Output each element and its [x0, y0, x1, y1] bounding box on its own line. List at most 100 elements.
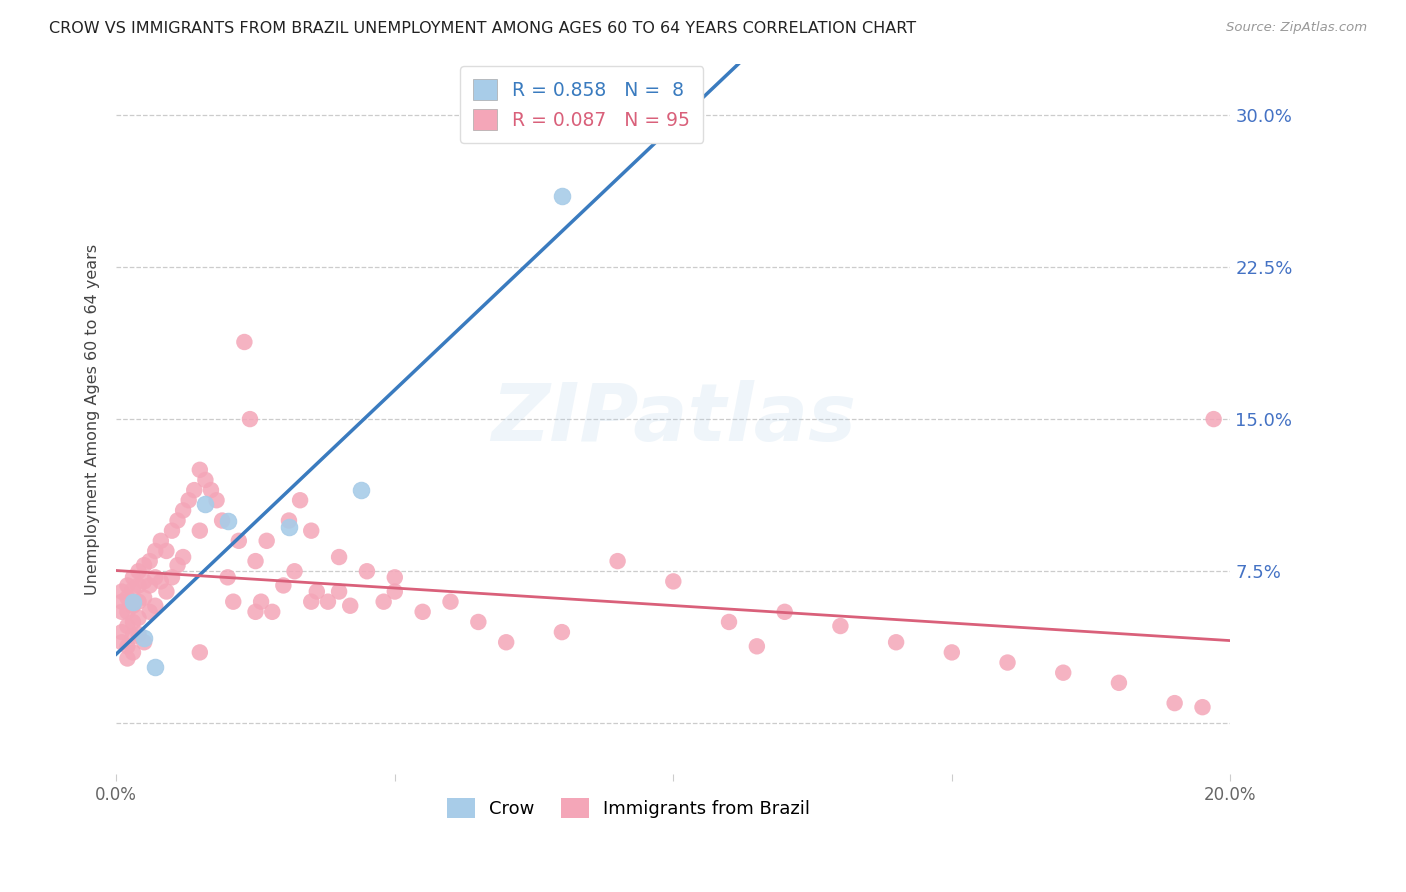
Point: [233, 334, 256, 349]
Legend: Crow, Immigrants from Brazil: Crow, Immigrants from Brazil: [440, 791, 817, 825]
Point: [350, 483, 373, 497]
Point: [830, 619, 852, 633]
Point: [1108, 676, 1130, 690]
Point: [160, 570, 183, 584]
Text: Source: ZipAtlas.com: Source: ZipAtlas.com: [1226, 21, 1367, 34]
Point: [662, 574, 685, 589]
Point: [606, 554, 628, 568]
Point: [256, 533, 278, 548]
Point: [138, 605, 160, 619]
Point: [128, 627, 150, 641]
Point: [134, 574, 156, 589]
Point: [245, 605, 267, 619]
Point: [155, 544, 177, 558]
Point: [122, 595, 145, 609]
Point: [200, 483, 222, 497]
Point: [217, 570, 239, 584]
Point: [122, 629, 145, 643]
Point: [138, 578, 160, 592]
Point: [134, 635, 156, 649]
Point: [172, 549, 194, 564]
Point: [495, 635, 517, 649]
Text: CROW VS IMMIGRANTS FROM BRAZIL UNEMPLOYMENT AMONG AGES 60 TO 64 YEARS CORRELATIO: CROW VS IMMIGRANTS FROM BRAZIL UNEMPLOYM…: [49, 21, 917, 36]
Point: [384, 570, 406, 584]
Point: [111, 625, 134, 640]
Point: [1202, 412, 1225, 426]
Point: [149, 574, 172, 589]
Point: [134, 591, 156, 605]
Point: [188, 524, 211, 538]
Point: [316, 595, 339, 609]
Point: [111, 595, 134, 609]
Point: [299, 595, 322, 609]
Point: [143, 659, 166, 673]
Point: [143, 544, 166, 558]
Point: [122, 582, 145, 597]
Point: [177, 493, 200, 508]
Point: [412, 605, 434, 619]
Point: [194, 473, 217, 487]
Point: [217, 514, 239, 528]
Point: [122, 570, 145, 584]
Point: [166, 514, 188, 528]
Point: [356, 564, 378, 578]
Point: [183, 483, 205, 497]
Point: [211, 514, 233, 528]
Point: [551, 189, 574, 203]
Point: [278, 514, 301, 528]
Text: ZIPatlas: ZIPatlas: [491, 380, 856, 458]
Point: [117, 591, 139, 605]
Point: [718, 615, 741, 629]
Point: [117, 578, 139, 592]
Point: [250, 595, 273, 609]
Point: [138, 554, 160, 568]
Point: [111, 635, 134, 649]
Point: [111, 605, 134, 619]
Point: [228, 533, 250, 548]
Point: [134, 631, 156, 645]
Point: [373, 595, 395, 609]
Point: [884, 635, 907, 649]
Point: [117, 640, 139, 654]
Point: [122, 615, 145, 629]
Point: [278, 519, 301, 533]
Point: [172, 503, 194, 517]
Point: [128, 611, 150, 625]
Point: [551, 625, 574, 640]
Point: [160, 524, 183, 538]
Point: [222, 595, 245, 609]
Point: [134, 558, 156, 573]
Point: [143, 570, 166, 584]
Point: [239, 412, 262, 426]
Point: [149, 533, 172, 548]
Point: [117, 619, 139, 633]
Point: [194, 497, 217, 511]
Point: [245, 554, 267, 568]
Point: [117, 605, 139, 619]
Point: [745, 640, 768, 654]
Point: [188, 463, 211, 477]
Point: [305, 584, 328, 599]
Point: [339, 599, 361, 613]
Point: [117, 651, 139, 665]
Point: [122, 599, 145, 613]
Point: [997, 656, 1019, 670]
Point: [773, 605, 796, 619]
Point: [328, 584, 350, 599]
Y-axis label: Unemployment Among Ages 60 to 64 years: Unemployment Among Ages 60 to 64 years: [86, 244, 100, 595]
Point: [205, 493, 228, 508]
Point: [128, 564, 150, 578]
Point: [166, 558, 188, 573]
Point: [188, 645, 211, 659]
Point: [1052, 665, 1074, 680]
Point: [128, 595, 150, 609]
Point: [111, 584, 134, 599]
Point: [299, 524, 322, 538]
Point: [262, 605, 284, 619]
Point: [155, 584, 177, 599]
Point: [143, 599, 166, 613]
Point: [283, 564, 305, 578]
Point: [273, 578, 295, 592]
Point: [122, 645, 145, 659]
Point: [1191, 700, 1213, 714]
